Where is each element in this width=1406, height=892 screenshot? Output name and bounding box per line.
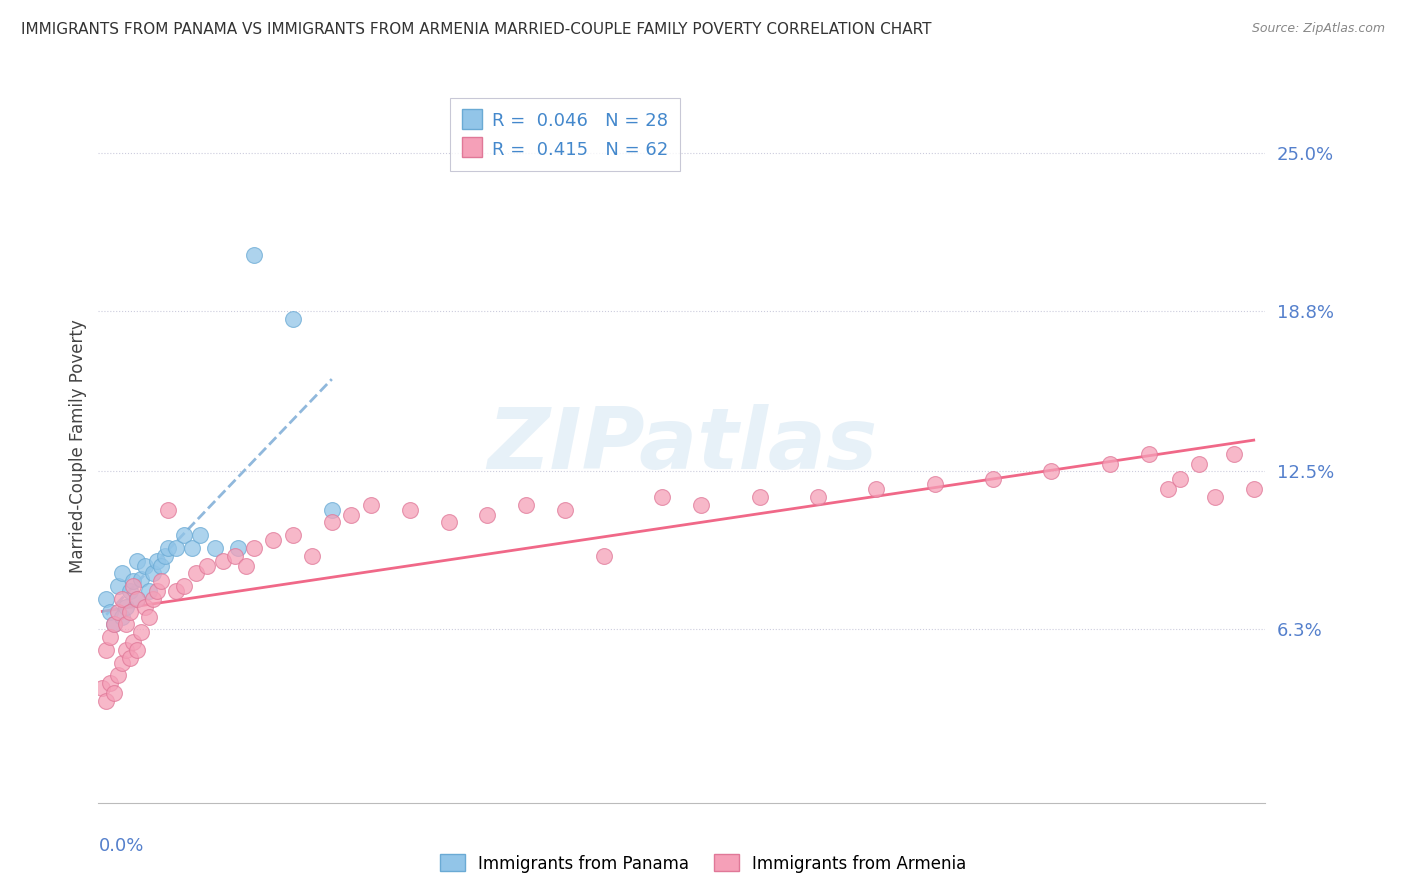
Point xyxy=(153,549,176,563)
Point xyxy=(111,566,134,581)
Point xyxy=(195,558,218,573)
Point xyxy=(184,566,207,581)
Text: Source: ZipAtlas.com: Source: ZipAtlas.com xyxy=(1251,22,1385,36)
Point xyxy=(1243,483,1265,497)
Point xyxy=(281,311,304,326)
Point xyxy=(1137,447,1160,461)
Point xyxy=(1040,465,1063,479)
Point xyxy=(149,558,172,573)
Point xyxy=(129,625,152,640)
Point xyxy=(127,591,149,606)
Point xyxy=(1204,490,1226,504)
Y-axis label: Married-Couple Family Poverty: Married-Couple Family Poverty xyxy=(69,319,87,573)
Point xyxy=(212,554,235,568)
Point xyxy=(114,617,136,632)
Point xyxy=(243,541,266,555)
Legend: R =  0.046   N = 28, R =  0.415   N = 62: R = 0.046 N = 28, R = 0.415 N = 62 xyxy=(450,98,681,171)
Point xyxy=(138,584,160,599)
Point xyxy=(301,549,323,563)
Point xyxy=(262,533,284,548)
Point xyxy=(118,650,141,665)
Point xyxy=(96,591,118,606)
Point xyxy=(103,617,125,632)
Point xyxy=(111,656,134,670)
Point xyxy=(515,498,537,512)
Point xyxy=(224,549,246,563)
Point xyxy=(1157,483,1180,497)
Point xyxy=(165,584,187,599)
Point xyxy=(1223,447,1246,461)
Point xyxy=(107,668,129,682)
Point xyxy=(204,541,226,555)
Point xyxy=(748,490,770,504)
Point xyxy=(1168,472,1191,486)
Point xyxy=(243,248,266,262)
Point xyxy=(340,508,363,522)
Point xyxy=(149,574,172,588)
Point xyxy=(96,643,118,657)
Point xyxy=(281,528,304,542)
Point xyxy=(235,558,257,573)
Point xyxy=(118,605,141,619)
Point xyxy=(360,498,382,512)
Point xyxy=(554,502,576,516)
Point xyxy=(651,490,673,504)
Point xyxy=(111,609,134,624)
Point xyxy=(91,681,114,695)
Point xyxy=(321,516,343,530)
Point xyxy=(98,605,121,619)
Point xyxy=(146,584,169,599)
Point xyxy=(146,554,169,568)
Point xyxy=(173,579,195,593)
Point xyxy=(477,508,499,522)
Point xyxy=(138,609,160,624)
Point xyxy=(122,635,145,649)
Point xyxy=(98,630,121,644)
Point xyxy=(807,490,830,504)
Point xyxy=(924,477,946,491)
Point xyxy=(437,516,460,530)
Text: IMMIGRANTS FROM PANAMA VS IMMIGRANTS FROM ARMENIA MARRIED-COUPLE FAMILY POVERTY : IMMIGRANTS FROM PANAMA VS IMMIGRANTS FRO… xyxy=(21,22,932,37)
Point xyxy=(107,579,129,593)
Point xyxy=(1098,457,1121,471)
Point xyxy=(127,554,149,568)
Point xyxy=(690,498,713,512)
Point xyxy=(118,584,141,599)
Text: 0.0%: 0.0% xyxy=(98,837,143,855)
Point xyxy=(96,694,118,708)
Legend: Immigrants from Panama, Immigrants from Armenia: Immigrants from Panama, Immigrants from … xyxy=(433,847,973,880)
Point xyxy=(593,549,616,563)
Point xyxy=(157,502,180,516)
Point xyxy=(103,686,125,700)
Text: ZIPatlas: ZIPatlas xyxy=(486,404,877,488)
Point xyxy=(134,558,156,573)
Point xyxy=(98,676,121,690)
Point xyxy=(398,502,420,516)
Point xyxy=(129,572,152,586)
Point xyxy=(127,591,149,606)
Point xyxy=(107,605,129,619)
Point xyxy=(142,591,165,606)
Point xyxy=(122,579,145,593)
Point xyxy=(173,528,195,542)
Point xyxy=(165,541,187,555)
Point xyxy=(1188,457,1211,471)
Point xyxy=(111,591,134,606)
Point xyxy=(321,502,343,516)
Point xyxy=(188,528,211,542)
Point xyxy=(114,599,136,614)
Point xyxy=(114,643,136,657)
Point xyxy=(127,643,149,657)
Point xyxy=(157,541,180,555)
Point xyxy=(180,541,202,555)
Point xyxy=(981,472,1004,486)
Point xyxy=(103,617,125,632)
Point xyxy=(228,541,250,555)
Point xyxy=(142,566,165,581)
Point xyxy=(865,483,887,497)
Point xyxy=(122,574,145,588)
Point xyxy=(134,599,156,614)
